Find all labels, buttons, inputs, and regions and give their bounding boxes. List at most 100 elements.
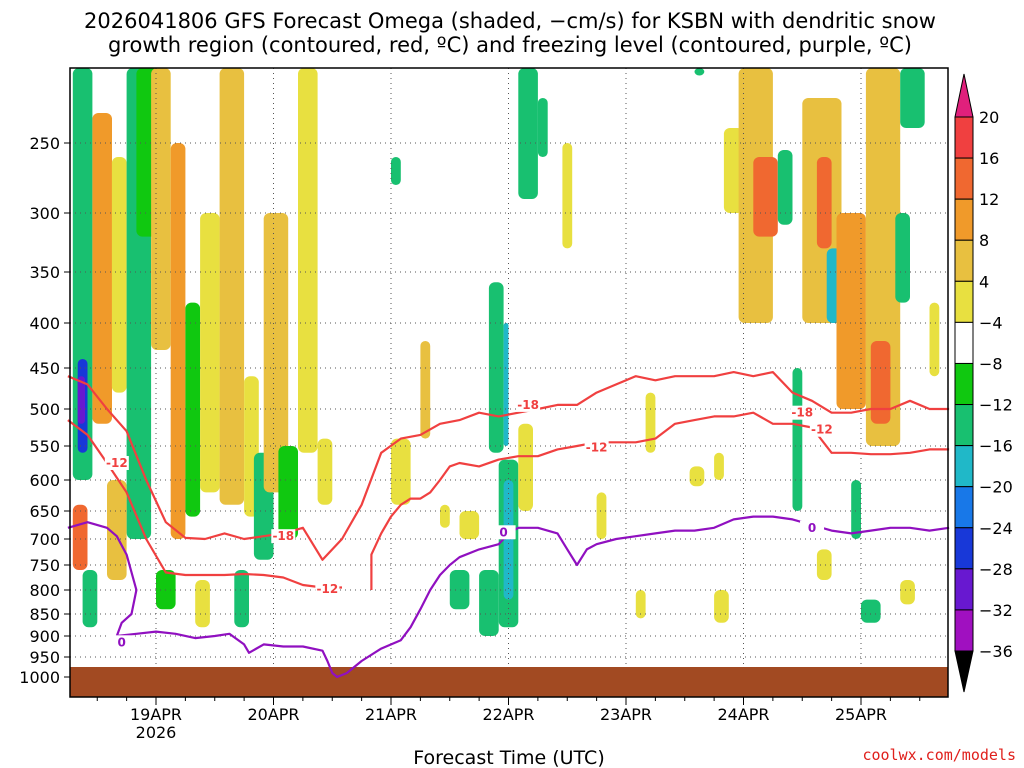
- colorbar-label: 20: [979, 108, 999, 127]
- y-tick-label: 900: [29, 627, 60, 646]
- x-tick-year-label: 2026: [136, 723, 177, 742]
- x-tick-label: 25APR: [835, 705, 887, 724]
- omega-shading: [72, 68, 940, 636]
- y-tick-label: 450: [29, 359, 60, 378]
- omega-shade-patch: [714, 452, 724, 480]
- colorbar-label: 4: [979, 272, 989, 291]
- credit-text: coolwx.com/models: [862, 746, 1016, 764]
- colorbar-legend: 20 16 12 8 4 −4 −8 −12 −16 −20 −24 −28 −32 −36: [954, 73, 1013, 693]
- omega-shade-patch: [111, 157, 127, 393]
- colorbar-swatch: [954, 198, 974, 241]
- contour-label: 0: [499, 525, 507, 539]
- x-tick-label: 23APR: [600, 705, 652, 724]
- y-tick-label: 400: [29, 314, 60, 333]
- contour-label-bg: [790, 405, 815, 420]
- contour-line-0: [67, 515, 950, 679]
- omega-shade-patch: [929, 302, 940, 377]
- omega-shade-patch: [870, 341, 891, 424]
- plot-area: -18 -18 -18 -12 -12 -12 -12 0 0 0: [67, 67, 950, 698]
- omega-shade-patch: [900, 68, 925, 128]
- colorbar-label: −16: [979, 437, 1013, 456]
- y-tick-label: 350: [29, 263, 60, 282]
- colorbar-label: −32: [979, 601, 1013, 620]
- x-tick-label: 24APR: [717, 705, 769, 724]
- colorbar-swatch: [954, 568, 974, 611]
- omega-shade-patch: [537, 98, 548, 157]
- contour-label: -12: [586, 440, 608, 454]
- omega-shade-patch: [488, 282, 504, 453]
- x-axis-label: Forecast Time (UTC): [413, 747, 604, 768]
- colorbar-swatch: [954, 321, 974, 364]
- colorbar-top-arrow: [954, 73, 974, 118]
- colorbar-swatch: [954, 157, 974, 200]
- y-tick-label: 1000: [19, 668, 60, 687]
- colorbar-label: 12: [979, 190, 999, 209]
- colorbar-swatch: [954, 116, 974, 159]
- omega-shade-patch: [836, 213, 866, 409]
- contour-label: -12: [811, 423, 833, 437]
- omega-shade-patch: [479, 570, 499, 636]
- colorbar-swatch: [954, 280, 974, 323]
- y-tick-label: 250: [29, 134, 60, 153]
- omega-shade-patch: [278, 446, 298, 539]
- omega-shade-patch: [195, 580, 210, 628]
- colorbar-swatch: [954, 404, 974, 447]
- omega-shade-patch: [694, 68, 705, 76]
- omega-shade-patch: [72, 504, 88, 570]
- contour-label-bg: [809, 422, 834, 437]
- contour-label: 0: [118, 635, 126, 649]
- colorbar-bottom-arrow: [954, 650, 974, 693]
- omega-shade-patch: [449, 570, 470, 610]
- x-tick-label: 19APR: [130, 705, 182, 724]
- contour-label: -12: [317, 582, 339, 596]
- y-tick-label: 300: [29, 204, 60, 223]
- contour-label: -12: [106, 456, 128, 470]
- y-tick-label: 750: [29, 556, 60, 575]
- colorbar-swatch: [954, 609, 974, 652]
- omega-shade-patch: [851, 480, 861, 539]
- omega-shade-patch: [151, 68, 171, 350]
- contour-label-bg: [315, 582, 340, 596]
- omega-shade-patch: [518, 423, 533, 511]
- y-tick-label: 550: [29, 437, 60, 456]
- contour-label: -18: [272, 529, 294, 543]
- colorbar-swatch: [954, 527, 974, 570]
- y-tick-label: 800: [29, 581, 60, 600]
- omega-shade-patch: [645, 392, 656, 453]
- colorbar-label: −4: [979, 313, 1003, 332]
- omega-shade-patch: [635, 590, 646, 619]
- y-tick-label: 650: [29, 502, 60, 521]
- colorbar-swatch: [954, 445, 974, 488]
- colorbar-swatch: [954, 362, 974, 406]
- chart-title-line-2: growth region (contoured, red, ºC) and f…: [108, 33, 912, 57]
- y-tick-label: 850: [29, 605, 60, 624]
- omega-shade-patch: [459, 511, 480, 539]
- omega-shade-patch: [92, 113, 112, 424]
- contour-label-bg: [491, 525, 516, 540]
- x-tick-label: 21APR: [365, 705, 417, 724]
- omega-shade-patch: [503, 323, 509, 446]
- contour-label-bg: [800, 520, 825, 535]
- colorbar-label: 16: [979, 149, 999, 168]
- colorbar-label: −28: [979, 560, 1013, 579]
- omega-shade-patch: [861, 599, 881, 623]
- contour-label-bg: [271, 529, 296, 544]
- x-tick-label: 20APR: [247, 705, 299, 724]
- omega-shade-patch: [900, 580, 915, 605]
- contour-label-bg: [104, 456, 129, 470]
- colorbar-label: −20: [979, 478, 1013, 497]
- omega-shade-patch: [77, 376, 85, 424]
- omega-shade-patch: [816, 157, 832, 249]
- omega-shade-patch: [714, 590, 729, 623]
- colorbar-label: −8: [979, 354, 1003, 373]
- omega-shade-patch: [596, 492, 607, 539]
- omega-shade-patch: [391, 157, 401, 185]
- omega-shade-patch: [895, 213, 910, 303]
- omega-shade-patch: [792, 368, 803, 511]
- omega-shade-patch: [82, 570, 98, 628]
- chart-title-line-1: 2026041806 GFS Forecast Omega (shaded, −…: [84, 9, 936, 33]
- y-tick-label: 500: [29, 400, 60, 419]
- contour-label: -18: [791, 406, 813, 420]
